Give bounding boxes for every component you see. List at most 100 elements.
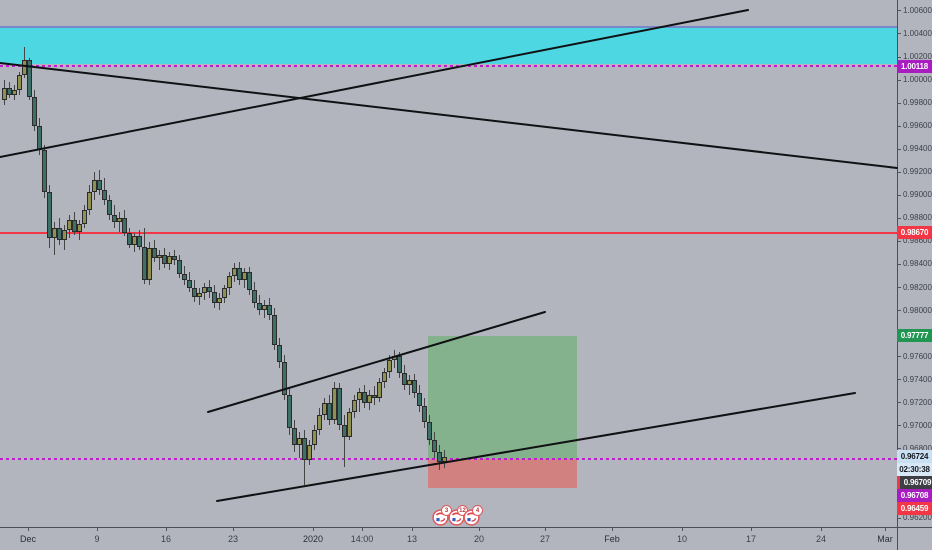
candle bbox=[232, 267, 237, 277]
candle bbox=[47, 191, 52, 238]
time-tick bbox=[97, 527, 98, 531]
candle bbox=[367, 395, 372, 404]
candle bbox=[177, 260, 182, 274]
candle bbox=[312, 430, 317, 445]
candle bbox=[352, 400, 357, 413]
price-tick bbox=[897, 448, 901, 450]
candle bbox=[282, 362, 287, 396]
candle bbox=[127, 233, 132, 246]
channel-support-trendline[interactable] bbox=[216, 392, 856, 502]
price-tick-label: 0.98000 bbox=[903, 305, 932, 315]
price-tick-label: 0.99200 bbox=[903, 167, 932, 177]
candle bbox=[102, 189, 107, 200]
candle bbox=[437, 452, 442, 463]
candle bbox=[202, 287, 207, 293]
time-tick bbox=[233, 527, 234, 531]
price-tick-label: 0.99000 bbox=[903, 190, 932, 200]
candle bbox=[407, 380, 412, 386]
candle bbox=[172, 255, 177, 261]
candle bbox=[2, 87, 7, 100]
price-tick bbox=[897, 425, 901, 427]
candle bbox=[412, 380, 417, 394]
price-tick-label: 0.99400 bbox=[903, 144, 932, 154]
candle bbox=[267, 304, 272, 315]
time-axis-label: 23 bbox=[227, 534, 239, 544]
candle bbox=[147, 248, 152, 280]
candle bbox=[182, 273, 187, 280]
time-tick bbox=[166, 527, 167, 531]
price-tick-label: 1.00400 bbox=[903, 28, 932, 38]
price-tick bbox=[897, 10, 901, 12]
descending-trendline[interactable] bbox=[0, 62, 898, 169]
time-scale[interactable]: Dec 9 16 23 2020 14:00 13 20 27 Feb 10 17 24 Mar bbox=[0, 527, 897, 550]
candle bbox=[307, 445, 312, 461]
resistance-line[interactable] bbox=[0, 231, 897, 234]
price-tick bbox=[897, 517, 901, 519]
candle bbox=[7, 87, 12, 95]
idea-marker[interactable]: 12 bbox=[448, 505, 468, 526]
price-badge: 0.98670 bbox=[897, 226, 932, 240]
candle bbox=[252, 289, 257, 303]
price-tick-label: 0.96800 bbox=[903, 443, 932, 453]
candle bbox=[417, 393, 422, 407]
price-scale[interactable]: 1.00600 1.00400 1.00200 1.00000 0.99800 0.996… bbox=[897, 0, 932, 527]
time-tick bbox=[412, 527, 413, 531]
candle bbox=[217, 297, 222, 303]
candle-wick bbox=[409, 375, 410, 396]
price-tick-label: 0.97400 bbox=[903, 374, 932, 384]
supply-band[interactable] bbox=[0, 25, 897, 65]
price-badge: 0.96708 bbox=[897, 489, 932, 502]
idea-marker[interactable]: 4 bbox=[463, 505, 483, 526]
candle bbox=[247, 272, 252, 290]
candle bbox=[372, 395, 377, 399]
price-badge: 02:30:38 bbox=[897, 463, 932, 476]
candle bbox=[257, 303, 262, 311]
time-axis-label: 24 bbox=[815, 534, 827, 544]
candle bbox=[272, 315, 277, 346]
candle bbox=[137, 236, 142, 247]
price-badge: 0.97777 bbox=[897, 329, 932, 343]
price-tick bbox=[897, 217, 901, 219]
candle-wick bbox=[54, 221, 55, 255]
price-tick-label: 0.99600 bbox=[903, 121, 932, 131]
long-position-profit-box[interactable] bbox=[428, 335, 577, 459]
time-axis-label: Mar bbox=[877, 534, 893, 544]
long-position-loss-box[interactable] bbox=[428, 458, 577, 488]
candle bbox=[342, 425, 347, 438]
price-tick-label: 0.99800 bbox=[903, 98, 932, 108]
candle bbox=[52, 227, 57, 238]
candle bbox=[72, 220, 77, 233]
candle bbox=[287, 395, 292, 429]
price-tick bbox=[897, 379, 901, 381]
candle bbox=[12, 89, 17, 95]
price-badge: 0.96459 bbox=[897, 502, 932, 515]
candle bbox=[237, 267, 242, 280]
idea-marker[interactable]: 3 bbox=[432, 505, 452, 526]
price-tick bbox=[897, 148, 901, 150]
idea-count-badge: 3 bbox=[441, 505, 452, 516]
alert-line-upper[interactable] bbox=[0, 64, 897, 67]
alert-line-lower[interactable] bbox=[0, 457, 897, 460]
time-axis-label: 10 bbox=[676, 534, 688, 544]
time-axis-label: 27 bbox=[539, 534, 551, 544]
chart-canvas[interactable]: 3 12 4 bbox=[0, 0, 897, 527]
time-axis-label: 16 bbox=[160, 534, 172, 544]
candle bbox=[402, 373, 407, 386]
candle bbox=[302, 438, 307, 461]
minor-ascending-trendline[interactable] bbox=[207, 311, 546, 413]
candle bbox=[377, 382, 382, 399]
price-tick-label: 0.96200 bbox=[903, 513, 932, 522]
candle-wick bbox=[299, 432, 300, 459]
candle bbox=[57, 227, 62, 240]
candle bbox=[112, 214, 117, 222]
candle bbox=[427, 422, 432, 441]
price-tick bbox=[897, 102, 901, 104]
time-tick bbox=[313, 527, 314, 531]
candle bbox=[132, 236, 137, 246]
ascending-trendline-long[interactable] bbox=[0, 9, 749, 158]
idea-count-badge: 4 bbox=[472, 505, 483, 516]
candle bbox=[197, 292, 202, 298]
price-tick-label: 1.00600 bbox=[903, 5, 932, 15]
